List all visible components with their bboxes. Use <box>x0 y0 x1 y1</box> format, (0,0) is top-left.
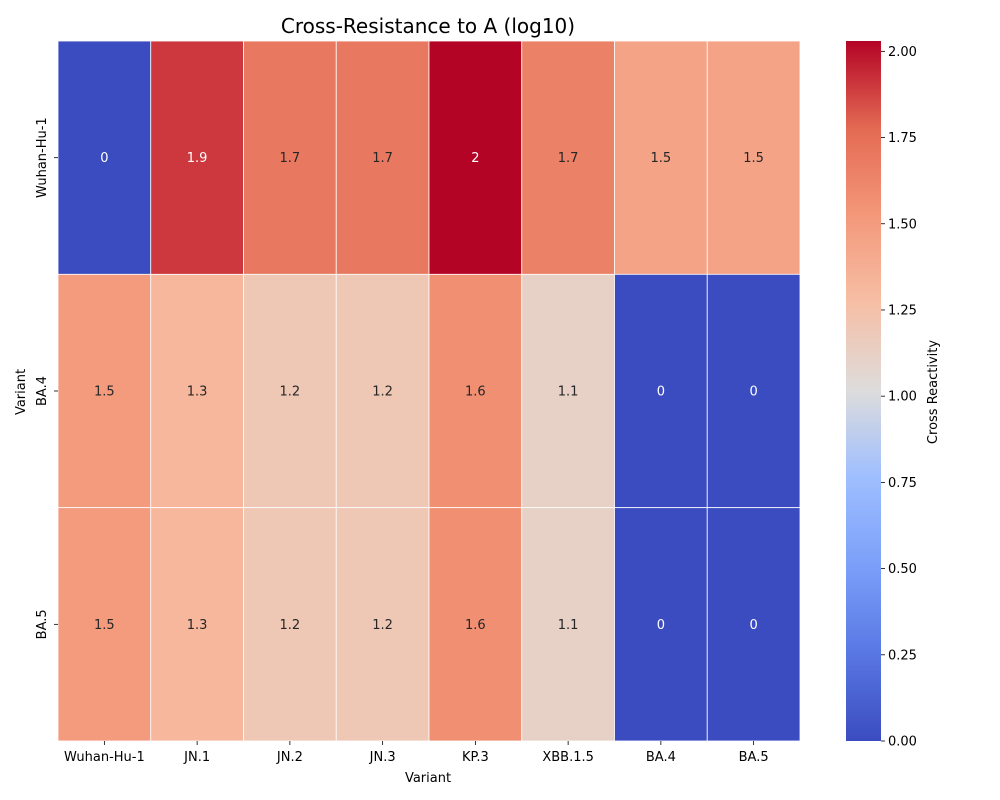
heatmap-cell <box>706 273 801 509</box>
cell-value-label: 1.2 <box>372 618 393 633</box>
heatmap-cells: 0 1.9 1.7 1.7 2 1.7 1.5 1.5 1.5 1.3 1.2 1.2 1.6 1.1 0 0… <box>57 40 801 742</box>
cell-value-label: 2 <box>471 151 479 166</box>
x-tick-label: JN.1 <box>183 750 210 765</box>
cell-value-label: 1.5 <box>94 385 115 400</box>
heatmap-cell <box>614 273 708 509</box>
heatmap-cell <box>521 40 615 275</box>
colorbar-tick-label: 0.00 <box>888 735 917 750</box>
x-axis-label: Variant <box>405 771 451 786</box>
y-tick-label: BA.4 <box>35 376 50 406</box>
heatmap-cell <box>150 40 244 275</box>
heatmap-cell <box>706 40 801 275</box>
heatmap-cell <box>521 273 615 509</box>
cell-value-label: 1.2 <box>372 385 393 400</box>
colorbar-tick-label: 0.75 <box>888 476 917 491</box>
cell-value-label: 1.1 <box>558 618 579 633</box>
x-tick-label: XBB.1.5 <box>542 750 594 765</box>
colorbar-ticks: 0.00 0.25 0.50 0.75 1.00 1.25 1.50 1.75 2.00 <box>881 45 917 750</box>
cell-value-label: 0 <box>100 151 108 166</box>
heatmap-cell <box>706 507 801 742</box>
heatmap-cell <box>428 40 523 275</box>
x-tick-label: JN.3 <box>369 750 396 765</box>
x-tick-label: KP.3 <box>462 750 489 765</box>
cell-value-label: 1.7 <box>280 151 301 166</box>
heatmap-cell <box>335 273 430 509</box>
cell-value-label: 0 <box>749 618 757 633</box>
heatmap-cell <box>243 507 337 742</box>
heatmap-cell <box>428 273 523 509</box>
colorbar-tick-label: 1.50 <box>888 217 917 232</box>
colorbar-tick-label: 0.50 <box>888 562 917 577</box>
heatmap-cell <box>150 273 244 509</box>
cell-value-label: 1.5 <box>743 151 764 166</box>
cell-value-label: 1.2 <box>280 385 301 400</box>
cell-value-label: 1.6 <box>465 385 486 400</box>
cell-value-label: 1.7 <box>372 151 393 166</box>
heatmap-cell <box>335 507 430 742</box>
y-axis: Wuhan-Hu-1 BA.4 BA.5 <box>35 117 58 639</box>
chart-title: Cross-Resistance to A (log10) <box>281 14 575 38</box>
x-tick-label: BA.4 <box>646 750 676 765</box>
cell-value-label: 1.6 <box>465 618 486 633</box>
heatmap-cell <box>335 40 430 275</box>
x-axis: Wuhan-Hu-1 JN.1 JN.2 JN.3 KP.3 XBB.1.5 BA.4 BA.… <box>64 741 769 765</box>
x-tick-label: Wuhan-Hu-1 <box>64 750 145 765</box>
cell-value-label: 1.5 <box>651 151 672 166</box>
heatmap-cell <box>521 507 615 742</box>
x-tick-label: JN.2 <box>276 750 303 765</box>
y-tick-label: Wuhan-Hu-1 <box>35 117 50 198</box>
cell-value-label: 0 <box>657 618 665 633</box>
heatmap-cell <box>150 507 244 742</box>
heatmap-cell <box>614 40 708 275</box>
colorbar-tick-label: 1.00 <box>888 390 917 405</box>
heatmap-cell <box>614 507 708 742</box>
cell-value-label: 1.3 <box>187 385 208 400</box>
colorbar-label: Cross Reactivity <box>926 340 941 444</box>
cell-value-label: 0 <box>657 385 665 400</box>
cell-value-label: 1.1 <box>558 385 579 400</box>
colorbar-tick-label: 1.25 <box>888 303 917 318</box>
colorbar-tick-label: 1.75 <box>888 131 917 146</box>
cell-value-label: 0 <box>749 385 757 400</box>
colorbar <box>846 41 881 741</box>
cell-value-label: 1.9 <box>187 151 208 166</box>
heatmap-cell <box>428 507 523 742</box>
colorbar-tick-label: 2.00 <box>888 45 917 60</box>
cell-value-label: 1.3 <box>187 618 208 633</box>
heatmap-cell <box>243 40 337 275</box>
y-tick-label: BA.5 <box>35 609 50 639</box>
y-axis-label: Variant <box>14 369 29 415</box>
heatmap-cell <box>57 507 152 742</box>
heatmap-cell <box>57 40 152 275</box>
cell-value-label: 1.7 <box>558 151 579 166</box>
cell-value-label: 1.2 <box>280 618 301 633</box>
cell-value-label: 1.5 <box>94 618 115 633</box>
x-tick-label: BA.5 <box>739 750 769 765</box>
colorbar-tick-label: 0.25 <box>888 648 917 663</box>
